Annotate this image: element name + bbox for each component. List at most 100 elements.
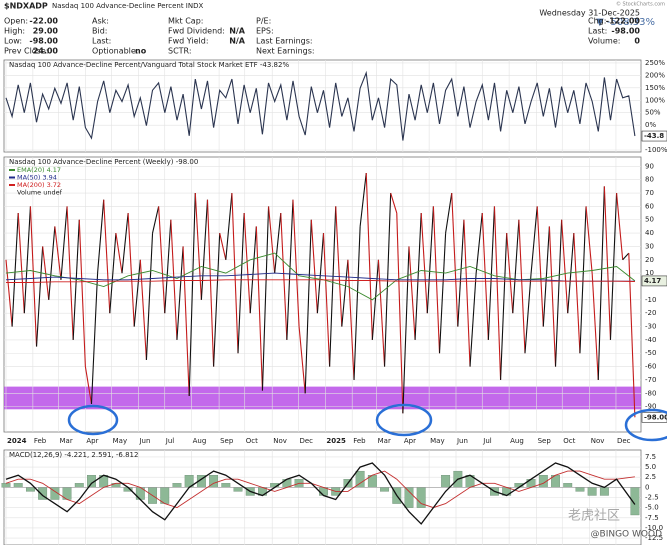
series-segment [420,213,428,314]
y-tick-label: 150% [645,84,665,92]
y-tick-label: 2.5 [645,473,656,481]
series-segment [426,206,434,314]
y-tick-label: -30 [645,323,656,331]
series-segment [585,206,593,274]
series-line [5,462,636,525]
series-segment [359,172,367,227]
series-segment [121,213,129,274]
y-tick-label: 80 [645,176,654,184]
y-tick-label: -5.0 [645,504,659,512]
histogram-bar [587,487,597,496]
series-segment [329,206,337,367]
plot-area: 250% 200% 150% 100% 50% 0% -100% Nasdaq 100 Adv… [1,59,667,545]
series-segment [603,186,612,340]
y-tick-label: 60 [645,202,654,210]
series-segment [335,206,343,327]
histogram-bar [1,483,11,488]
x-tick-label: Sep [220,437,234,445]
credit: © StockCharts.com [616,1,665,8]
histogram-bar [563,483,573,488]
y-tick-label: -100% [645,146,667,154]
series-segment [493,206,502,380]
histogram-bar [25,487,35,492]
series-segment [518,219,526,354]
series-segment [402,246,410,414]
series-segment [353,226,361,380]
y-tick-label: -40 [645,336,656,344]
series-segment [274,213,282,274]
y-tick-label: -12.5 [645,534,663,542]
y-tick-label: 10 [645,269,654,277]
field-value: N/A [229,27,246,36]
series-segment [243,213,251,314]
x-tick-label: Dec [617,437,631,445]
series-segment [304,219,312,394]
y-tick-label: -7.5 [645,514,659,522]
field-label: EPS: [256,27,274,36]
series-segment [310,219,318,314]
y-tick-label: -2.5 [645,494,659,502]
series-segment [457,219,465,327]
y-tick-label: 0 [645,483,649,491]
y-tick-label: 30 [645,242,654,250]
x-tick-label: May [430,437,444,445]
series-segment [213,233,221,367]
y-tick-label: 40 [645,229,654,237]
histogram-bar [380,487,389,492]
x-tick-label: Sep [538,437,552,445]
series-segment [90,273,99,404]
y-tick-label: 250% [645,59,665,67]
series-segment [445,192,453,234]
series-segment [554,219,563,367]
x-tick-label: Mar [378,437,391,445]
y-tick-label: -50 [645,349,656,357]
value-tag [641,275,667,287]
series-line [5,470,635,509]
series-segment [152,206,160,234]
series-segment [176,246,184,340]
series-segment [237,213,245,354]
series-segment [548,226,557,367]
field-value: -122.00 [606,17,641,26]
series-segment [78,219,86,367]
series-segment [72,219,80,340]
series-segment [249,226,257,314]
x-tick-label: Dec [299,437,313,445]
field-label: Ask: [92,17,109,26]
series-segment [255,226,263,391]
field-label: Mkt Cap: [168,17,203,26]
field-value: 29.00 [33,27,59,36]
series-segment [371,259,380,340]
series-segment [48,226,56,300]
y-tick-label: 7.5 [645,453,656,461]
highlight-circle [375,403,433,437]
symbol-name: Nasdaq 100 Advance-Decline Percent INDX [52,2,203,10]
x-tick-label: Jun [138,437,150,445]
x-tick-label: Apr [404,437,416,445]
series-segment [298,326,306,394]
field-label: Prev Close: [4,47,48,56]
field-value: 24.00 [33,47,59,56]
watermark-brand: 老虎社区 [568,508,620,524]
series-segment [377,259,386,367]
field-label: Low: [4,37,22,46]
panel-title: Nasdaq 100 Advance-Decline Percent (Week… [9,158,198,166]
value-tag-label: 4.17 [644,277,661,285]
series-segment [451,193,459,327]
histogram-bar [404,487,414,508]
field-label: Optionable: [92,47,139,56]
series-segment [316,233,325,314]
series-segment [463,219,471,367]
field-label: High: [4,27,25,36]
x-tick-label: Jul [165,437,175,445]
series-segment [396,213,404,414]
change: ▼ -508.33% [596,17,655,28]
field-label: Bid: [92,27,107,36]
y-tick-label: 90 [645,162,654,170]
x-tick-label: Jul [482,437,492,445]
highlight-circle [624,408,667,442]
legend-label: MA(200) 3.72 [17,181,61,189]
series-segment [469,273,477,367]
series-segment [219,232,227,260]
